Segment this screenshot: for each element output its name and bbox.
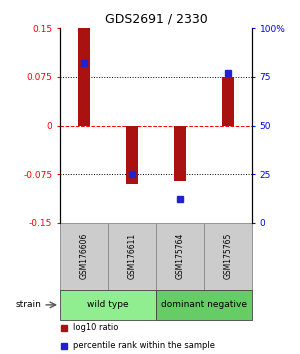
Text: GSM175764: GSM175764 (176, 233, 184, 279)
Bar (60, 223, 108, 290)
Bar (60, 290, 156, 320)
Bar (222, 77, 234, 126)
Bar (174, 126, 186, 181)
Text: GSM176611: GSM176611 (128, 233, 136, 279)
Text: GSM175765: GSM175765 (224, 233, 232, 279)
Text: wild type: wild type (87, 301, 129, 309)
Bar (204, 223, 252, 290)
Text: log10 ratio: log10 ratio (74, 323, 119, 332)
Text: strain: strain (16, 301, 42, 309)
Text: GSM176606: GSM176606 (80, 233, 88, 279)
Bar (156, 223, 204, 290)
Bar (126, 126, 138, 184)
Bar (108, 223, 156, 290)
Text: dominant negative: dominant negative (161, 301, 247, 309)
Bar (78, 28, 90, 126)
Text: percentile rank within the sample: percentile rank within the sample (74, 341, 215, 350)
Bar (156, 290, 252, 320)
Title: GDS2691 / 2330: GDS2691 / 2330 (105, 13, 207, 26)
